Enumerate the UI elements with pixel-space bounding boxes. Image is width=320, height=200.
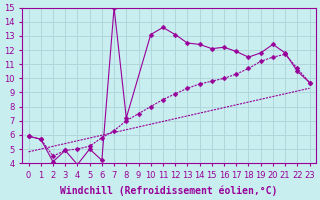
X-axis label: Windchill (Refroidissement éolien,°C): Windchill (Refroidissement éolien,°C) — [60, 185, 278, 196]
